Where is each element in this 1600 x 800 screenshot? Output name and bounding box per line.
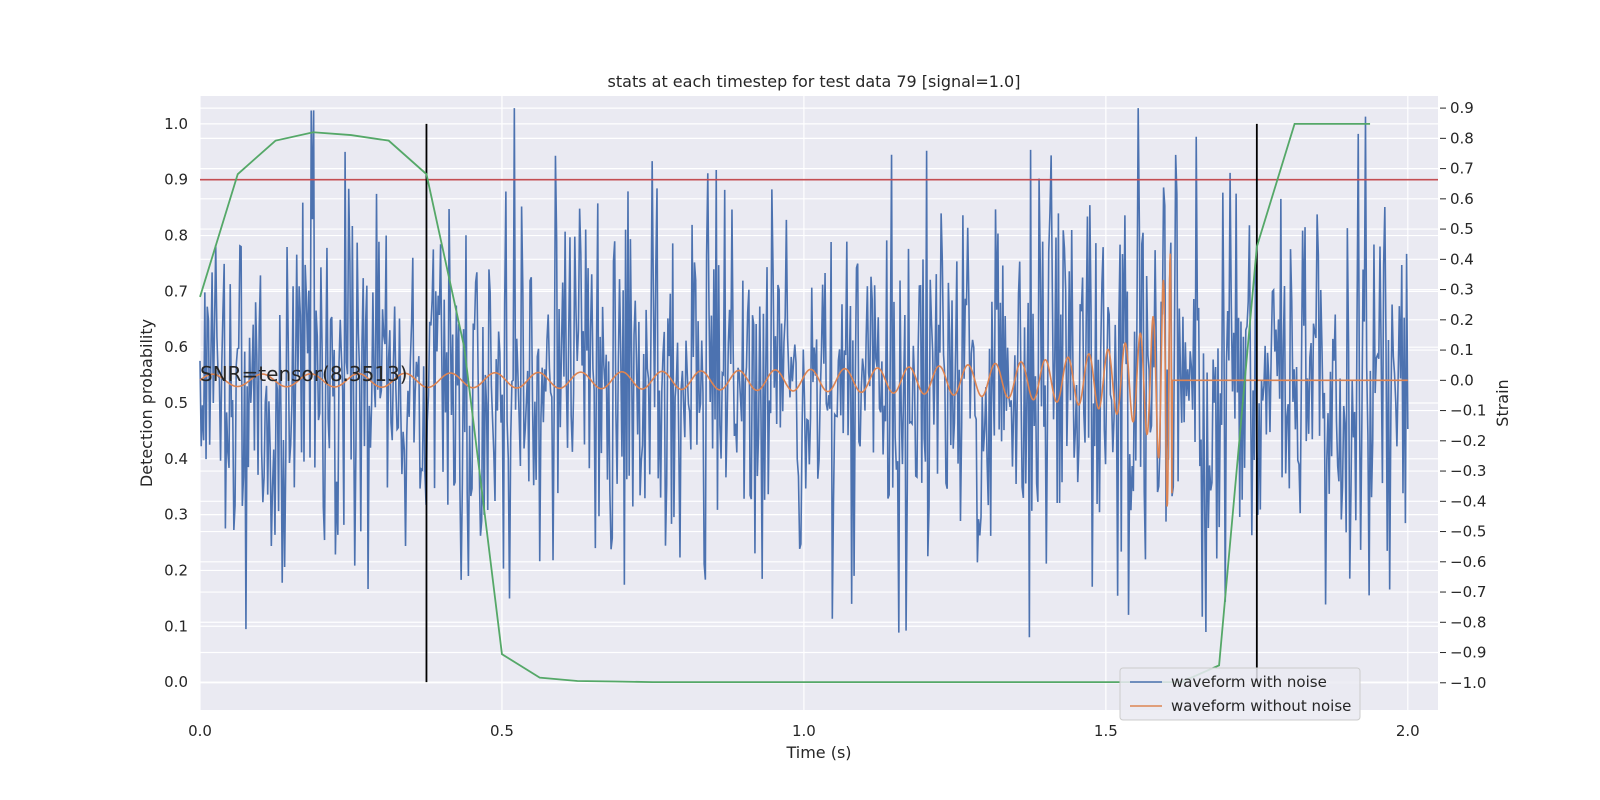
right-tick-label: 0.1 — [1450, 341, 1474, 359]
right-tick-label: −0.3 — [1450, 462, 1486, 480]
right-tick-label: −0.8 — [1450, 613, 1486, 631]
x-tick-label: 2.0 — [1396, 722, 1420, 740]
x-tick-label: 1.0 — [792, 722, 816, 740]
x-tick-label: 0.5 — [490, 722, 514, 740]
left-tick-label: 0.8 — [164, 227, 188, 245]
left-tick-label: 0.3 — [164, 506, 188, 524]
right-tick-label: 0.7 — [1450, 160, 1474, 178]
right-tick-label: −0.2 — [1450, 432, 1486, 450]
left-tick-label: 0.9 — [164, 171, 188, 189]
series-waveform-without-noise — [199, 253, 1408, 507]
left-tick-label: 0.7 — [164, 282, 188, 300]
left-tick-label: 1.0 — [164, 115, 188, 133]
x-axis-ticks: 0.0 0.5 1.0 1.5 2.0 — [188, 722, 1420, 740]
legend-box — [1119, 667, 1361, 721]
right-tick-label: 0.0 — [1450, 371, 1474, 389]
right-tick-label: 0.3 — [1450, 281, 1474, 299]
right-tick-label: 0.4 — [1450, 250, 1474, 268]
right-tick-label: −0.4 — [1450, 492, 1486, 510]
left-tick-label: 0.6 — [164, 338, 188, 356]
left-tick-label: 0.2 — [164, 561, 188, 579]
x-axis-label: Time (s) — [785, 743, 851, 762]
right-tick-label: 0.5 — [1450, 220, 1474, 238]
snr-annotation: SNR=tensor(8.3513) — [200, 362, 408, 386]
y-axis-label-left: Detection probability — [137, 319, 156, 487]
x-tick-label: 1.5 — [1094, 722, 1118, 740]
right-tick-label: 0.2 — [1450, 311, 1474, 329]
left-tick-label: 0.1 — [164, 617, 188, 635]
left-tick-label: 0.0 — [164, 673, 188, 691]
legend: waveform with noise waveform without noi… — [1119, 667, 1361, 721]
right-tick-label: −1.0 — [1450, 674, 1486, 692]
detection-probability-line — [199, 123, 1371, 683]
right-tick-label: −0.5 — [1450, 523, 1486, 541]
right-tick-label: −0.6 — [1450, 553, 1486, 571]
right-tick-label: −0.1 — [1450, 402, 1486, 420]
right-tick-label: 0.8 — [1450, 129, 1474, 147]
right-tick-label: −0.7 — [1450, 583, 1486, 601]
y-axis-label-right: Strain — [1493, 379, 1512, 426]
legend-label-noise: waveform with noise — [1171, 673, 1327, 691]
left-tick-label: 0.5 — [164, 394, 188, 412]
left-tick-label: 0.4 — [164, 450, 188, 468]
legend-label-clean: waveform without noise — [1171, 697, 1351, 715]
right-axis-ticks: −1.0 −0.9 −0.8 −0.7 −0.6 −0.5 −0.4 −0.3 −0.2 −0.1… — [1440, 99, 1486, 692]
chart-title: stats at each timestep for test data 79 … — [608, 72, 1021, 91]
x-tick-label: 0.0 — [188, 722, 212, 740]
left-axis-ticks: 0.0 0.1 0.2 0.3 0.4 0.5 0.6 0.7 0.8 0.9 1.0 — [164, 115, 188, 691]
plot-lines — [199, 108, 1438, 683]
right-tick-label: 0.9 — [1450, 99, 1474, 117]
right-tick-label: 0.6 — [1450, 190, 1474, 208]
right-tick-label: −0.9 — [1450, 644, 1486, 662]
